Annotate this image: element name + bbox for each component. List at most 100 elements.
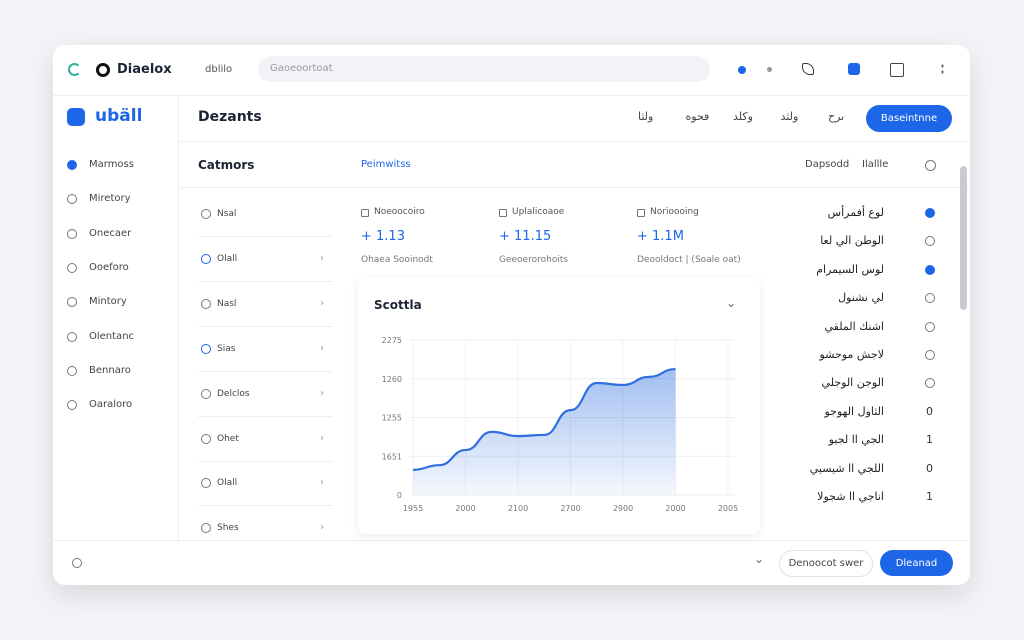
secondary-button[interactable]: Denoocot swer (779, 550, 873, 577)
chevron: › (320, 297, 324, 309)
page-title: Dezants (198, 109, 262, 125)
stat-value: + 11.15 (499, 229, 552, 244)
list-radio[interactable] (201, 298, 211, 309)
list-radio[interactable] (201, 478, 211, 489)
rtl-icon (925, 293, 935, 304)
nav-radio[interactable] (67, 400, 77, 411)
tab[interactable]: ولثد (780, 110, 799, 123)
nav-item[interactable]: Ooeforo (89, 261, 129, 273)
active-tab[interactable]: Peimwitss (361, 159, 411, 170)
rtl-item[interactable]: الوجن الوجلي (821, 376, 884, 390)
icon-button[interactable] (890, 63, 904, 77)
chevron: › (320, 477, 324, 489)
list-item[interactable]: Nsal (217, 209, 237, 219)
toggle[interactable] (925, 160, 936, 171)
rtl-icon (925, 264, 935, 275)
list-radio[interactable] (201, 253, 211, 264)
subheader-divider (178, 187, 970, 188)
list-item[interactable]: Delclos (217, 388, 250, 399)
menu-button[interactable] (941, 63, 944, 75)
footer-radio[interactable] (72, 558, 82, 568)
stat-icon (499, 209, 507, 217)
rtl-item[interactable]: لوس السيمرام (816, 262, 884, 276)
status-dot (767, 67, 772, 72)
filter[interactable]: Dapsodd (805, 159, 850, 170)
list-radio[interactable] (201, 388, 211, 399)
tab[interactable]: ٮرح (828, 110, 845, 123)
tab[interactable]: ٯحوه (685, 110, 710, 123)
nav-item[interactable]: Bennaro (89, 364, 131, 376)
nav-radio[interactable] (67, 297, 77, 308)
list-divider (198, 505, 333, 507)
list-radio[interactable] (201, 209, 211, 219)
stat-icon (361, 209, 369, 217)
rtl-item[interactable]: الثاول الهوجو (824, 404, 884, 418)
rtl-mark: 1 (926, 490, 933, 503)
primary-button[interactable]: Dleanad (880, 550, 953, 576)
rtl-mark: 1 (926, 433, 933, 447)
logo-icon (68, 63, 81, 76)
rtl-icon (925, 208, 935, 218)
nav-radio[interactable] (67, 262, 77, 273)
nav-item[interactable]: Olentanc (89, 330, 135, 342)
list-radio[interactable] (201, 433, 211, 444)
list-radio[interactable] (201, 343, 211, 354)
rtl-icon (925, 378, 935, 389)
rtl-item[interactable]: الجي اا لجيو (828, 433, 884, 447)
top-link[interactable]: dblilo (205, 64, 233, 75)
list-divider (198, 236, 333, 237)
rtl-item[interactable]: اناجي اا شجولا (817, 490, 884, 503)
nav-radio[interactable] (67, 228, 77, 239)
tab[interactable]: وكلد (733, 110, 753, 123)
stat-value: + 1.13 (361, 229, 405, 244)
nav-radio[interactable] (67, 365, 77, 376)
sidebar-divider (178, 95, 179, 540)
brand: Diaelox (117, 62, 172, 77)
stat-label: Norioooing (650, 207, 699, 217)
header-divider (178, 141, 970, 142)
nav-item[interactable]: Onecaer (89, 227, 132, 239)
stat-sub: Deooldoct | (Soale oat) (637, 255, 741, 265)
nav-item[interactable]: Oaraloro (89, 399, 133, 411)
rtl-item[interactable]: الوطن الي لعا (820, 234, 884, 248)
stat-label: Uplalicoaoe (512, 207, 565, 217)
chevron: › (320, 252, 324, 264)
nav-radio[interactable] (67, 194, 77, 205)
chevron: › (320, 387, 324, 399)
rtl-item[interactable]: لاجش موحشو (819, 348, 884, 361)
nav-item[interactable]: Miretory (89, 193, 131, 205)
list-item[interactable]: Shes (217, 523, 239, 534)
list-item[interactable]: Ohet (217, 433, 239, 444)
footer-chevron[interactable]: ⌄ (754, 552, 765, 566)
nav-item[interactable]: Marmoss (89, 159, 134, 170)
nav-item[interactable]: Mintory (89, 296, 127, 308)
sidebar-logo: ubäll (95, 106, 143, 126)
list-divider (198, 370, 333, 372)
sidebar-logo-icon (67, 108, 85, 126)
filter[interactable]: Ilallle (862, 159, 889, 170)
section-title: Catmors (198, 158, 255, 172)
list-item[interactable]: Olall (217, 253, 238, 264)
nav-radio[interactable] (67, 160, 77, 170)
search[interactable]: Gaoeoortoat (258, 56, 710, 82)
rtl-mark: 0 (926, 461, 933, 475)
list-item[interactable]: Olall (217, 478, 238, 489)
rtl-item[interactable]: لوع أفمرأس (827, 206, 884, 219)
primary-button[interactable]: Baseintnne (866, 105, 952, 132)
chart-card (358, 278, 760, 534)
stat-label: Noeoocoiro (374, 207, 425, 217)
rtl-item[interactable]: لي نشنول (838, 291, 884, 305)
rtl-item[interactable]: اللجي اا شيسيي (809, 461, 884, 475)
icon-button[interactable] (848, 63, 860, 75)
list-radio[interactable] (201, 523, 211, 534)
list-item[interactable]: Sias (217, 343, 236, 354)
rtl-item[interactable]: اشنك الملقي (824, 319, 884, 333)
list-item[interactable]: Nasl (217, 298, 237, 309)
icon-button[interactable] (802, 63, 814, 75)
chart-dropdown[interactable]: ⌄ (726, 296, 737, 310)
nav-radio[interactable] (67, 331, 77, 342)
rtl-mark: 0 (926, 404, 933, 418)
list-divider (198, 460, 333, 462)
tab[interactable]: ولثا (638, 110, 654, 123)
